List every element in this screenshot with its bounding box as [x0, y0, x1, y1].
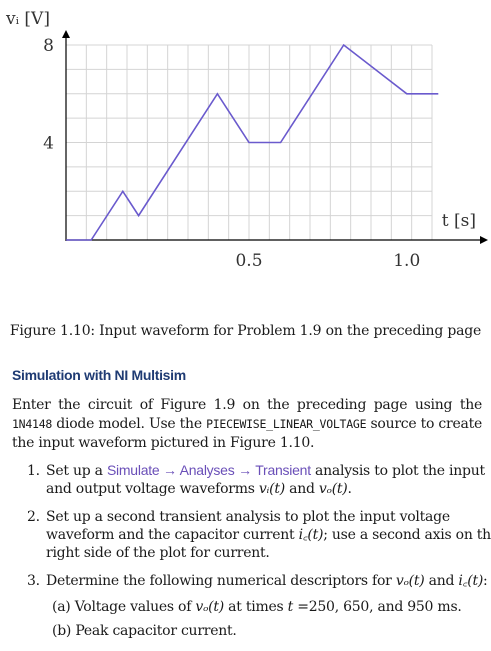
- step-1: Set up a Simulate → Analyses → Transient…: [44, 461, 491, 498]
- grid: [65, 44, 433, 241]
- section-title: Simulation with NI Multisim: [12, 367, 186, 383]
- step-3: Determine the following numerical descri…: [44, 572, 491, 640]
- t-symbol: t: [287, 599, 294, 615]
- step-1-end: .: [347, 481, 352, 497]
- step-2-text-2: ; use a second axis on the right side of…: [46, 527, 491, 561]
- sub-b-text: Peak capacitor current.: [71, 623, 237, 639]
- x-tick-label: 0.5: [235, 251, 262, 271]
- input-waveform-chart: 4 8 0.5 1.0 vᵢ [V] t [s]: [5, 9, 488, 271]
- sub-item-b: (b) Peak capacitor current.: [52, 622, 491, 640]
- step-1-and: and: [284, 481, 319, 497]
- sub-a-text-2: at times: [223, 599, 288, 615]
- steps-list: Set up a Simulate → Analyses → Transient…: [24, 461, 491, 646]
- intro-text-1: Enter the circuit of Figure 1.9 on the p…: [12, 397, 482, 413]
- step-3-end: :: [483, 573, 488, 589]
- intro-paragraph: Enter the circuit of Figure 1.9 on the p…: [12, 396, 482, 453]
- sub-item-a: (a) Voltage values of vₒ(t) at times t =…: [52, 598, 491, 616]
- y-axis-arrow: [62, 30, 70, 38]
- vo-symbol: vₒ(t): [318, 481, 348, 497]
- step-1-text: Set up a: [46, 463, 107, 479]
- x-axis-arrow: [480, 236, 488, 244]
- step-3-and: and: [424, 573, 459, 589]
- y-axis-label: vᵢ [V]: [5, 9, 50, 29]
- step-2: Set up a second transient analysis to pl…: [44, 508, 491, 562]
- ic-symbol: i꜀(t): [458, 573, 484, 589]
- vo-symbol: vₒ(t): [195, 599, 224, 615]
- axes: [62, 30, 488, 244]
- step-3-text: Determine the following numerical descri…: [46, 573, 396, 589]
- step-2-text: Set up a second transient analysis to pl…: [46, 509, 450, 543]
- sub-a-text-3: =250, 650, and 950 ms.: [293, 599, 462, 615]
- source-name-code: PIECEWISE_LINEAR_VOLTAGE: [206, 417, 367, 431]
- y-tick-label: 4: [43, 134, 54, 154]
- sub-list: (a) Voltage values of vₒ(t) at times t =…: [46, 598, 491, 640]
- ic-symbol: i꜀(t): [298, 527, 324, 543]
- sub-a-text-1: Voltage values of: [70, 599, 196, 615]
- diode-model-code: 1N4148: [12, 417, 53, 431]
- sub-a-label: (a): [52, 599, 71, 615]
- vi-symbol: vᵢ(t): [258, 481, 285, 497]
- intro-text-3: source to create the input waveform pict…: [12, 416, 482, 451]
- step-1-text-2: analysis to plot the input and output vo…: [46, 463, 485, 497]
- series-group: [66, 43, 439, 241]
- menu-path-link[interactable]: Simulate → Analyses → Transient: [106, 462, 311, 478]
- label-group: 4 8 0.5 1.0 vᵢ [V] t [s]: [5, 9, 476, 271]
- x-axis-label: t [s]: [442, 211, 476, 231]
- vo-symbol: vₒ(t): [395, 573, 425, 589]
- y-tick-label: 8: [43, 36, 54, 56]
- sub-b-label: (b): [52, 623, 72, 639]
- intro-text-2: diode model. Use the: [52, 416, 207, 432]
- x-tick-label: 1.0: [393, 251, 420, 271]
- waveform-line: [66, 43, 439, 241]
- figure-caption: Figure 1.10: Input waveform for Problem …: [9, 323, 482, 339]
